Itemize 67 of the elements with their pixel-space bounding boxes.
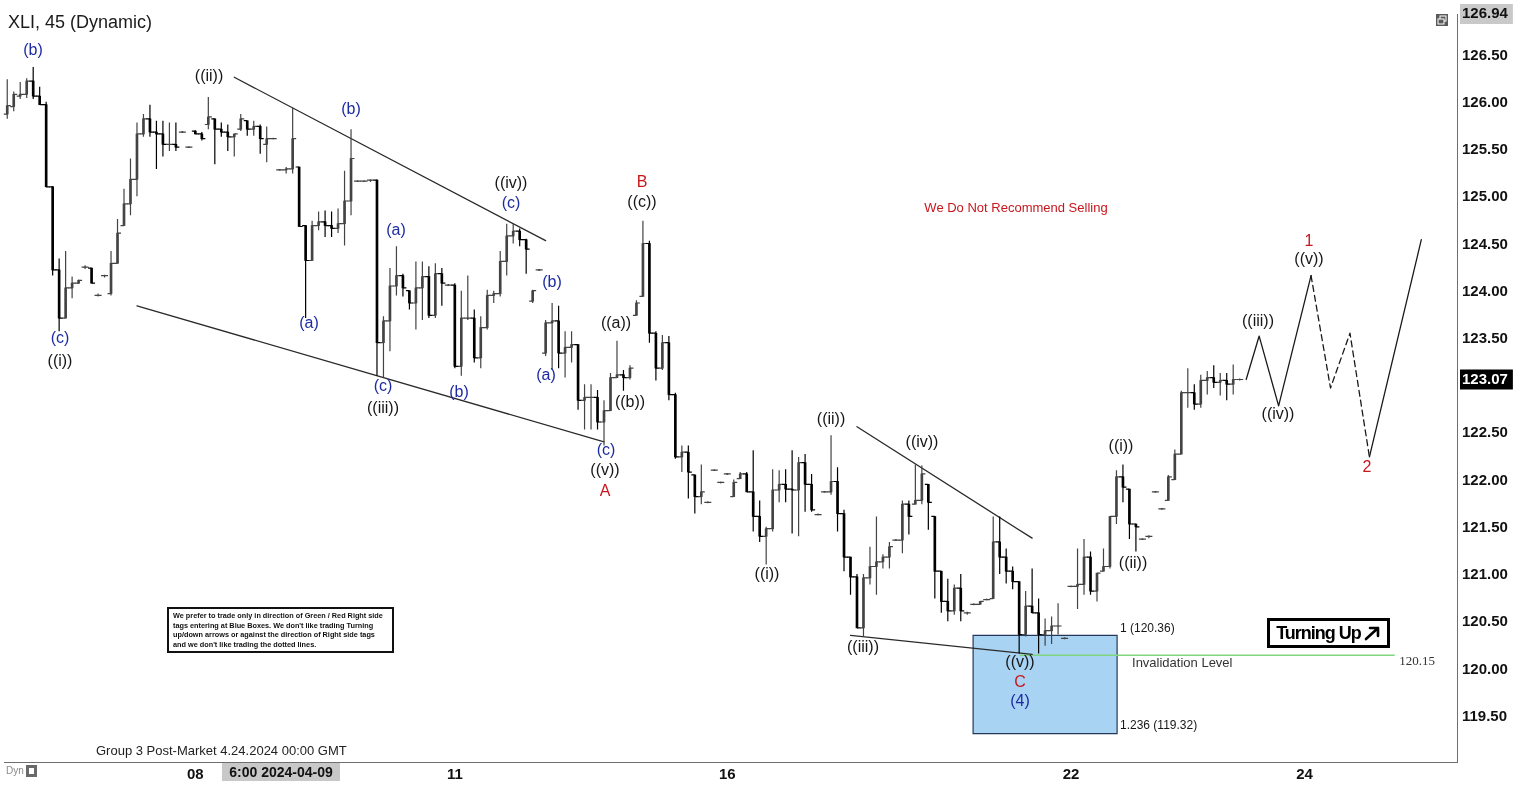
annotation: ((iv)) <box>494 174 528 192</box>
annotation: (a) <box>536 366 556 384</box>
y-tick-label: 120.50 <box>1462 612 1508 630</box>
annotation: (a) <box>386 221 406 239</box>
annotation: 1 (120.36) <box>1120 621 1175 636</box>
ref-line-label: Invalidation Level <box>1132 654 1233 670</box>
annotation: Turning Up <box>1276 622 1361 644</box>
annotation: ((ii)) <box>1118 554 1148 572</box>
y-tick-label: 121.00 <box>1462 565 1508 583</box>
annotation: ((iii)) <box>1242 312 1274 330</box>
annotation: (b) <box>449 383 469 401</box>
annotation: 1.236 (119.32) <box>1120 718 1198 733</box>
annotation: ((v)) <box>1294 250 1324 268</box>
text: 6:00 2024-04-09 <box>229 763 333 780</box>
y-tick-label: 121.50 <box>1462 517 1508 535</box>
annotation: (b) <box>23 41 43 59</box>
annotation: ((v)) <box>1005 653 1035 671</box>
annotation: ((i)) <box>754 565 780 583</box>
annotation: ((ii)) <box>816 410 846 428</box>
annotation: (c) <box>596 441 616 459</box>
x-tick-label: 24 <box>1296 765 1314 783</box>
annotation: ((iii)) <box>367 399 399 417</box>
y-tick-label: 123.07 <box>1462 369 1508 387</box>
annotation: ((ii)) <box>194 67 224 85</box>
y-tick-label: 126.94 <box>1462 4 1509 22</box>
y-tick-label: 123.50 <box>1462 329 1508 347</box>
annotation: ((iv)) <box>1261 405 1295 423</box>
annotation: (c) <box>373 377 393 395</box>
annotation: C <box>1014 673 1026 691</box>
x-tick-label: 16 <box>718 765 736 783</box>
y-tick-label: 119.50 <box>1462 706 1508 724</box>
annotation: 2 <box>1362 458 1372 476</box>
annotation: (a) <box>299 314 319 332</box>
x-tick-label: 11 <box>446 765 463 783</box>
annotation: ((iii)) <box>847 638 879 656</box>
y-tick-label: 122.00 <box>1462 470 1508 488</box>
annotation: (c) <box>50 329 70 347</box>
x-tick-label: 08 <box>187 765 204 783</box>
text-box: Turning Up <box>1267 618 1390 648</box>
annotation: ((c)) <box>627 193 657 211</box>
y-tick-label: 124.00 <box>1462 281 1508 299</box>
y-tick-label: 126.50 <box>1462 45 1508 63</box>
annotation: A <box>599 482 611 500</box>
annotation: We Do Not Recommend Selling <box>924 199 1108 215</box>
y-tick-label: 122.50 <box>1462 423 1508 441</box>
annotation: (b) <box>341 100 361 118</box>
x-tick-label: 22 <box>1062 765 1080 783</box>
y-tick-label: 125.00 <box>1462 187 1508 205</box>
chart-title: XLI, 45 (Dynamic) <box>8 11 153 32</box>
annotation: ((i)) <box>47 352 73 370</box>
annotation: ((v)) <box>590 461 620 479</box>
y-tick-label: 126.00 <box>1462 92 1508 110</box>
text: Dyn <box>6 764 24 776</box>
y-tick-label: 125.50 <box>1462 140 1508 158</box>
annotation: (c) <box>501 194 521 212</box>
y-tick-label: 124.50 <box>1462 234 1508 252</box>
annotation: (b) <box>542 273 562 291</box>
annotation: 120.15 <box>1399 653 1435 669</box>
y-tick-label: 120.00 <box>1462 659 1508 677</box>
annotation: ((iv)) <box>905 433 939 451</box>
annotation: Group 3 Post-Market 4.24.2024 00:00 GMT <box>96 742 347 758</box>
annotation: 1 <box>1304 232 1314 250</box>
annotation: ((i)) <box>1108 437 1134 455</box>
annotation: B <box>636 173 648 191</box>
annotation: (4) <box>1010 692 1030 710</box>
annotation: ((a)) <box>600 314 632 332</box>
annotation: ((b)) <box>614 393 646 411</box>
